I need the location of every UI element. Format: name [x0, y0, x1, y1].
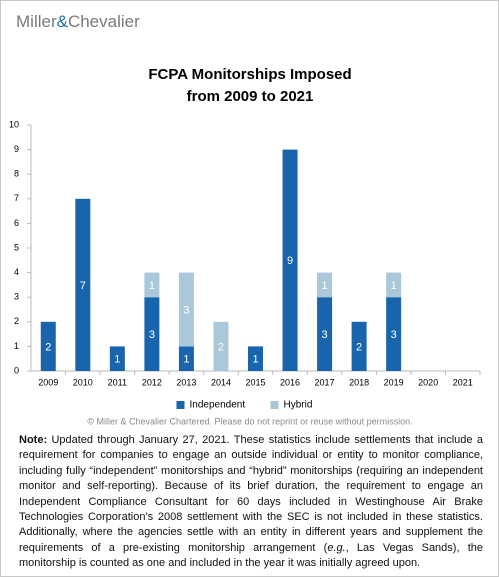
y-tick-label: 7 — [14, 193, 19, 203]
x-tick-label: 2015 — [245, 377, 265, 387]
bar-segment — [109, 346, 125, 371]
y-tick-label: 0 — [14, 365, 19, 375]
value-label: 1 — [114, 354, 120, 366]
value-label: 9 — [287, 255, 293, 267]
value-label: 3 — [322, 329, 328, 341]
note-text: e.g. — [327, 541, 346, 554]
x-tick-label: 2009 — [38, 377, 58, 387]
x-tick-label: 2010 — [73, 377, 93, 387]
bar-segment — [386, 297, 402, 371]
bar-segment — [213, 321, 229, 371]
bar-segment — [317, 272, 333, 298]
y-tick-label: 4 — [14, 267, 19, 277]
value-label: 1 — [252, 354, 258, 366]
bar-segment — [75, 198, 91, 371]
y-tick-label: 5 — [14, 242, 19, 252]
value-label: 3 — [183, 304, 189, 316]
x-tick-label: 2020 — [418, 377, 438, 387]
value-label: 1 — [183, 354, 189, 366]
legend-swatch — [176, 401, 185, 409]
bar-segment — [351, 321, 367, 371]
logo-part: & — [57, 12, 69, 31]
bar-segment — [40, 321, 56, 371]
value-label: 2 — [45, 341, 51, 353]
bar-segment — [144, 297, 160, 371]
value-label: 7 — [80, 280, 86, 292]
value-label: 2 — [356, 341, 362, 353]
y-tick-label: 3 — [14, 292, 19, 302]
value-label: 1 — [149, 280, 155, 292]
logo-part: Chevalier — [68, 12, 140, 31]
value-label: 2 — [218, 341, 224, 353]
logo: Miller&Chevalier — [16, 12, 140, 31]
bar-segment — [178, 272, 194, 347]
bar-segment — [144, 272, 160, 298]
value-label: 1 — [322, 280, 328, 292]
x-tick-label: 2011 — [108, 377, 127, 387]
y-tick-label: 8 — [14, 169, 19, 179]
bar-segment — [386, 272, 402, 298]
value-label: 1 — [391, 280, 397, 292]
y-tick-label: 9 — [14, 144, 19, 154]
note-label: Note: — [19, 434, 48, 446]
note-text: Updated through January 27, 2021. These … — [19, 434, 483, 554]
bar-segment — [282, 149, 298, 371]
bar-segment — [178, 346, 194, 371]
bar-segment — [317, 297, 333, 371]
x-tick-label: 2014 — [211, 377, 231, 387]
value-label: 3 — [391, 329, 397, 341]
y-tick-label: 2 — [14, 316, 19, 326]
y-tick-label: 6 — [14, 218, 19, 228]
legend-swatch — [270, 401, 279, 409]
chart: Miller&Chevalier FCPA Monitorships Impos… — [9, 12, 481, 426]
chart-title: FCPA Monitorships Imposed — [148, 66, 351, 83]
legend-label: Independent — [190, 400, 246, 411]
x-tick-label: 2019 — [384, 377, 404, 387]
legend-label: Hybrid — [284, 400, 313, 411]
x-tick-label: 2021 — [453, 377, 473, 387]
value-label: 3 — [149, 329, 155, 341]
y-tick-label: 1 — [14, 341, 19, 351]
x-tick-label: 2012 — [142, 377, 162, 387]
x-tick-label: 2017 — [315, 377, 335, 387]
logo-part: Miller — [16, 12, 57, 31]
bar-segment — [248, 346, 263, 371]
x-tick-label: 2013 — [176, 377, 196, 387]
x-tick-label: 2018 — [349, 377, 369, 387]
chart-title: from 2009 to 2021 — [187, 88, 314, 105]
note: Note: Updated through January 27, 2021. … — [19, 433, 483, 572]
y-tick-label: 10 — [9, 119, 19, 129]
note-text: , Las Vegas Sands), the monitorship is c… — [19, 541, 483, 570]
copyright: © Miller & Chevalier Chartered. Please d… — [87, 416, 412, 426]
x-tick-label: 2016 — [280, 377, 300, 387]
